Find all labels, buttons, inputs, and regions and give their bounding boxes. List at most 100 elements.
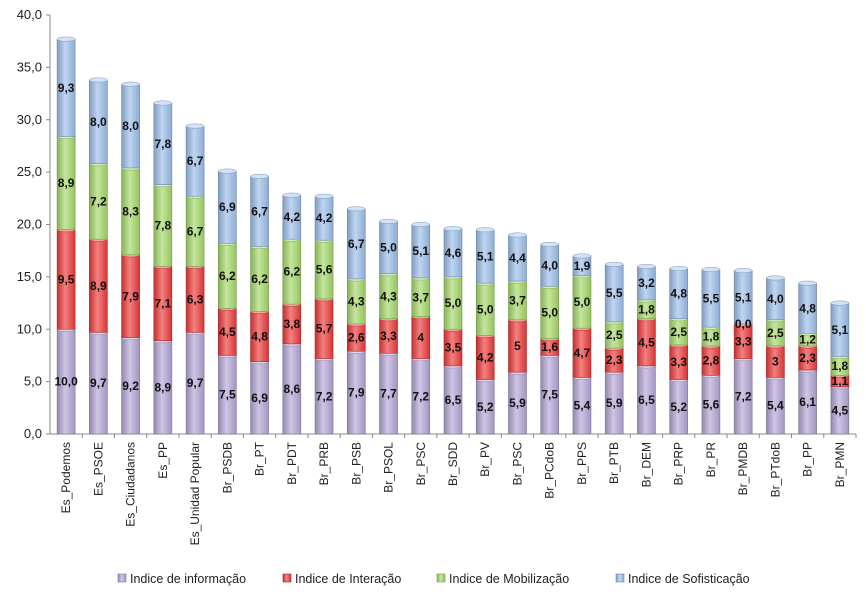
data-label: 4,5 [832, 403, 849, 417]
legend: Indice de informação Indice de Interação I… [117, 572, 750, 586]
data-label: 1,1 [832, 374, 849, 388]
data-label: 5 [514, 339, 521, 353]
bar-segment-cap [798, 280, 817, 286]
x-tick-label: Br_PT [253, 441, 267, 476]
x-tick-label: Br_PTdoB [768, 442, 782, 497]
bar-segment-cap [475, 227, 495, 233]
y-tick-label: 40,0 [17, 7, 42, 22]
data-label: 4,5 [638, 335, 655, 349]
data-label: 4,2 [283, 210, 300, 224]
bar-segment-cap [604, 261, 624, 267]
data-label: 4,0 [767, 292, 784, 306]
bar-segment-cap [733, 268, 753, 274]
data-label: 7,7 [380, 387, 397, 401]
data-label: 4,7 [574, 346, 591, 360]
y-tick-label: 25,0 [17, 164, 42, 179]
x-tick-label: Es_PP [156, 442, 170, 479]
data-label: 4 [417, 331, 424, 345]
data-label: 5,0 [380, 241, 397, 255]
x-tick-label: Es_Podemos [59, 442, 73, 513]
y-tick-label: 10,0 [17, 321, 42, 336]
legend-label: Indice de Mobilização [449, 572, 569, 586]
data-label: 4,2 [316, 211, 333, 225]
data-label: 3 [772, 355, 779, 369]
y-tick-label: 15,0 [17, 269, 42, 284]
data-label: 1,2 [799, 333, 816, 347]
data-label: 6,3 [187, 292, 204, 306]
x-tick-label: Br_PV [478, 442, 492, 477]
data-label: 5,0 [445, 296, 462, 310]
y-tick-label: 5,0 [24, 374, 42, 389]
data-label: 3,3 [380, 329, 397, 343]
bar-segment-cap [766, 275, 785, 281]
data-label: 7,2 [90, 194, 107, 208]
data-label: 5,6 [703, 398, 720, 412]
data-label: 2,5 [767, 326, 784, 340]
bar-segment-cap [669, 266, 688, 271]
data-label: 3,5 [445, 341, 462, 355]
data-label: 3,8 [283, 317, 300, 331]
data-label: 5,1 [412, 244, 429, 258]
data-label: 5,0 [477, 302, 494, 316]
bar-segment-cap [314, 193, 334, 199]
bar-segment-cap [121, 81, 140, 87]
data-label: 5,1 [477, 249, 494, 263]
data-label: 2,3 [799, 351, 816, 365]
x-tick-label: Br_DEM [639, 442, 653, 487]
data-label: 5,2 [670, 400, 687, 414]
data-label: 10,0 [54, 375, 78, 389]
x-tick-label: Br_PPS [575, 442, 589, 485]
legend-swatch [436, 573, 446, 583]
x-tick-label: Br_PMDB [736, 442, 750, 495]
x-tick-label: Br_PSOL [382, 442, 396, 493]
bars [56, 36, 850, 435]
x-tick-label: Br_PRB [317, 442, 331, 485]
data-label: 5,9 [606, 396, 623, 410]
x-tick-label: Br_PDT [285, 441, 299, 484]
data-label: 6,2 [219, 269, 236, 283]
x-tick-label: Br_PTB [607, 442, 621, 484]
data-label: 8,9 [154, 380, 171, 394]
data-label: 2,3 [606, 353, 623, 367]
bar-segment-cap [379, 218, 398, 224]
data-label: 1,9 [574, 259, 591, 273]
data-label: 6,5 [445, 393, 462, 407]
bar-segment-cap [250, 173, 269, 179]
data-label: 3,3 [670, 355, 687, 369]
data-label: 8,3 [122, 204, 139, 218]
x-tick-label: Br_SDD [446, 442, 460, 486]
data-label: 6,9 [219, 200, 236, 214]
x-tick-label: Es_Unidad Popular [188, 442, 202, 545]
data-label: 2,5 [606, 328, 623, 342]
data-label: 7,2 [316, 389, 333, 403]
bar-segment-cap [572, 253, 592, 259]
data-label: 7,5 [541, 388, 558, 402]
data-label: 7,1 [154, 297, 171, 311]
data-label: 8,0 [122, 119, 139, 133]
data-label: 0,0 [735, 317, 752, 331]
data-label: 6,7 [187, 154, 204, 168]
data-label: 2,6 [348, 331, 365, 345]
axes: 0,05,010,015,020,025,030,035,040,0Es_Pod… [17, 7, 857, 545]
legend-label: Indice de informação [130, 572, 246, 586]
legend-swatch [615, 573, 625, 583]
data-label: 4,6 [445, 246, 462, 260]
bar-segment-cap [282, 192, 302, 198]
data-label: 2,8 [703, 354, 720, 368]
data-label: 1,8 [703, 330, 720, 344]
bar-segment-cap [540, 241, 559, 247]
data-label: 7,2 [735, 389, 752, 403]
legend-swatch [117, 573, 127, 583]
data-label: 9,3 [58, 81, 75, 95]
data-label: 9,2 [122, 379, 139, 393]
data-label: 4,3 [380, 289, 397, 303]
data-label: 8,9 [90, 279, 107, 293]
data-label: 4,2 [477, 351, 494, 365]
data-label: 5,0 [541, 305, 558, 319]
bar-segment-cap [185, 123, 205, 129]
data-label: 4,3 [348, 294, 365, 308]
bar-segment-cap [830, 300, 850, 306]
data-label: 6,9 [251, 391, 268, 405]
data-label: 5,7 [316, 322, 333, 336]
